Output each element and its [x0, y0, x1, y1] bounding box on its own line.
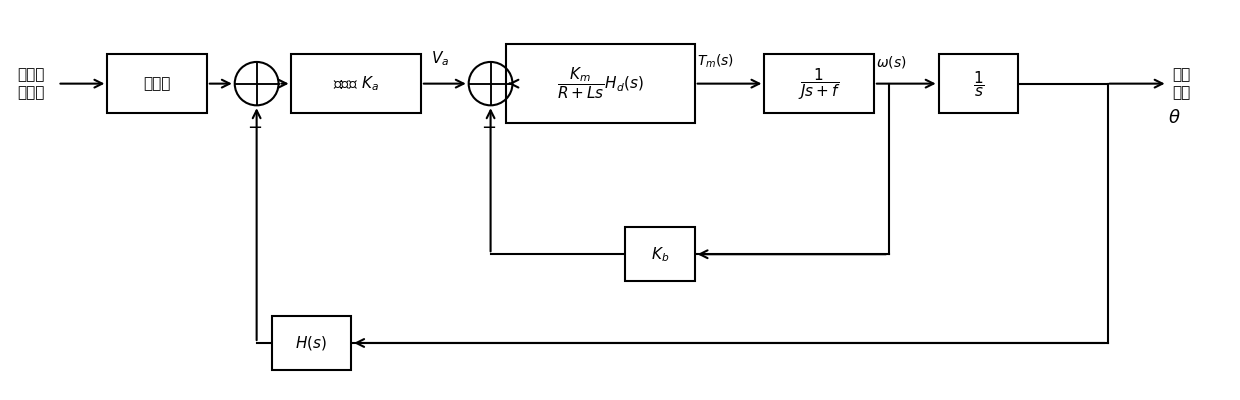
Text: $-$: $-$	[481, 117, 496, 135]
Text: $T_m(s)$: $T_m(s)$	[697, 52, 734, 70]
Bar	[272, 316, 351, 370]
Bar	[764, 54, 874, 113]
Text: $\dfrac{K_m}{R+Ls}H_d(s)$: $\dfrac{K_m}{R+Ls}H_d(s)$	[557, 66, 644, 101]
Bar	[939, 54, 1018, 113]
Bar	[108, 54, 207, 113]
Text: $\omega(s)$: $\omega(s)$	[875, 54, 906, 70]
Text: $\dfrac{1}{Js+f}$: $\dfrac{1}{Js+f}$	[797, 66, 841, 102]
Bar	[291, 54, 420, 113]
Text: 传感器: 传感器	[144, 76, 171, 91]
Text: $H(s)$: $H(s)$	[295, 334, 327, 352]
Bar	[506, 44, 694, 123]
Text: $V_a$: $V_a$	[430, 49, 449, 68]
Text: $\dfrac{1}{s}$: $\dfrac{1}{s}$	[972, 69, 985, 98]
Text: $-$: $-$	[247, 117, 262, 135]
Text: $\theta$: $\theta$	[1168, 109, 1180, 127]
Text: $K_b$: $K_b$	[651, 245, 668, 264]
Text: 实际
位置: 实际 位置	[1173, 68, 1190, 100]
Text: 放大器 $K_a$: 放大器 $K_a$	[334, 74, 379, 93]
Bar	[625, 227, 694, 281]
Text: 预期磁
头位置: 预期磁 头位置	[17, 68, 45, 100]
